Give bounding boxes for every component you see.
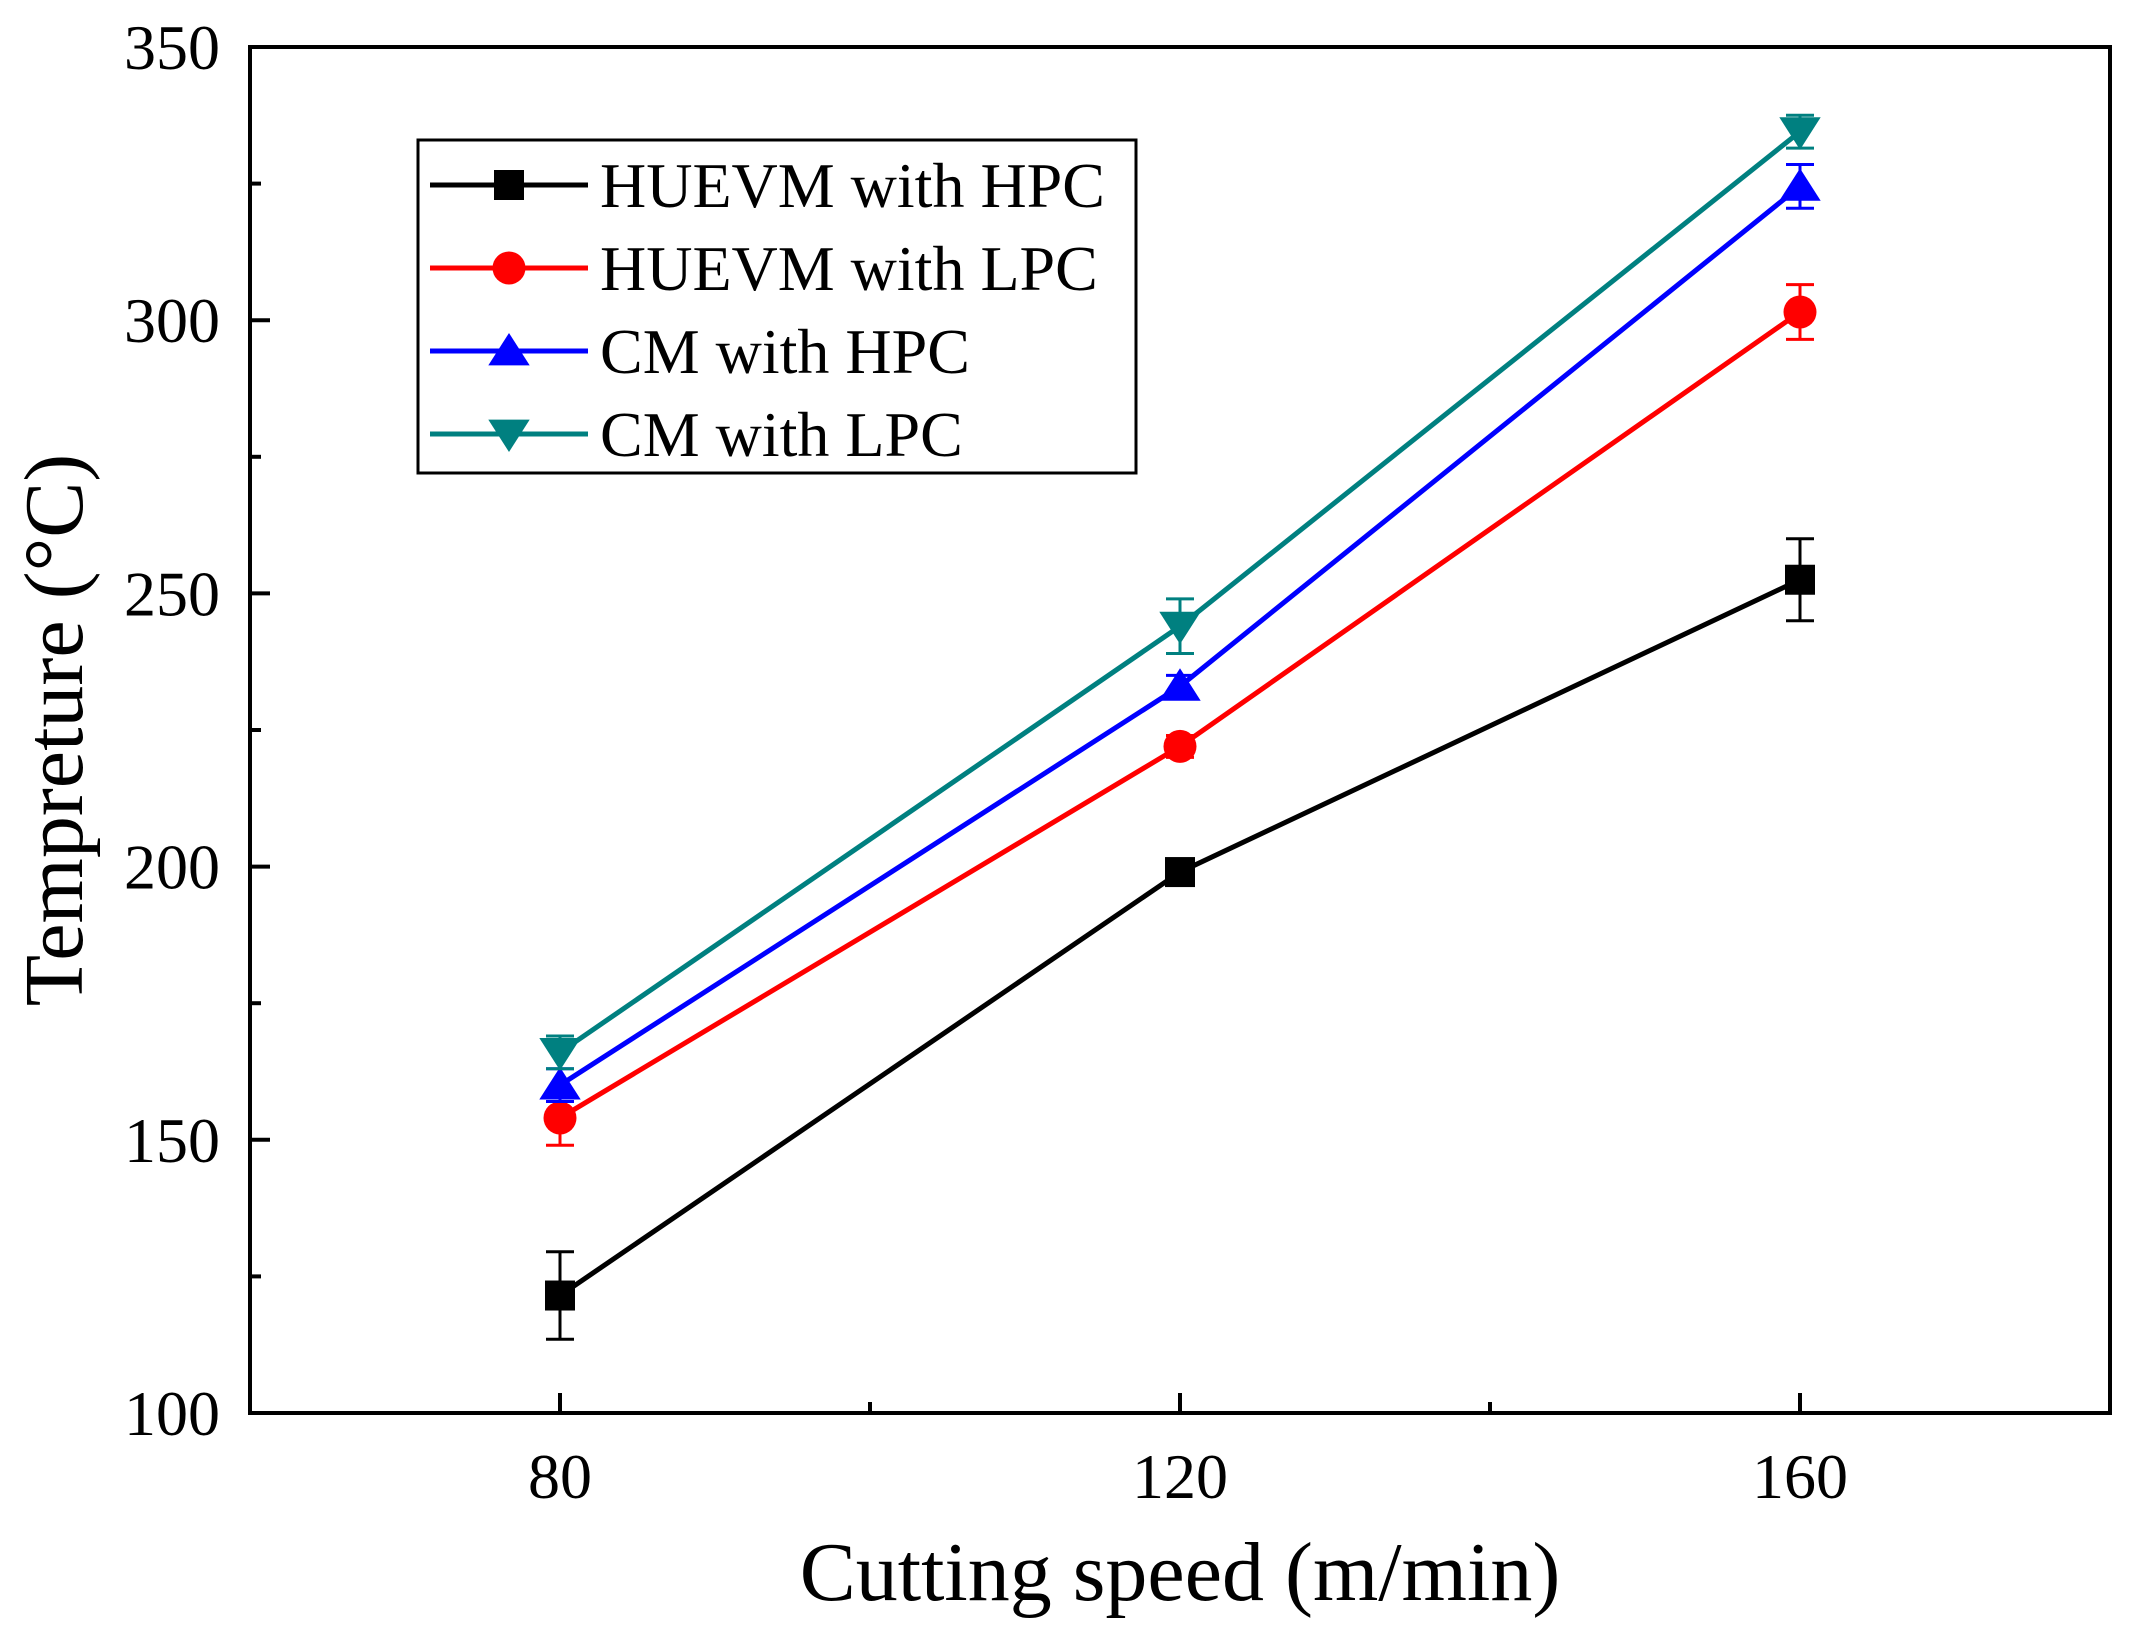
data-point [539, 1037, 581, 1071]
legend-item: CM with LPC [430, 399, 963, 470]
y-tick-label: 150 [124, 1105, 220, 1176]
legend: HUEVM with HPC HUEVM with LPC CM with HPC C… [416, 138, 1138, 475]
data-point [1163, 729, 1197, 763]
data-point [1165, 857, 1195, 888]
x-tick-label: 120 [1132, 1441, 1228, 1512]
axis-layer: 80 120 160 100 150 200 250 300 350 [124, 12, 1848, 1512]
legend-swatch-marker [488, 419, 530, 452]
legend-swatch-marker [488, 333, 530, 366]
legend-item: HUEVM with LPC [430, 233, 1098, 304]
legend-swatch-marker [492, 251, 526, 285]
x-tick-label: 160 [1752, 1441, 1848, 1512]
data-point [543, 1101, 577, 1135]
data-point [539, 1067, 581, 1100]
series-3 [539, 162, 1821, 1104]
legend-label: CM with HPC [600, 316, 970, 387]
y-tick-label: 100 [124, 1378, 220, 1449]
x-tick-label: 80 [528, 1441, 592, 1512]
legend-label: HUEVM with LPC [600, 233, 1098, 304]
legend-swatch-marker [494, 170, 524, 200]
x-axis-title: Cutting speed (m/min) [800, 1526, 1561, 1619]
y-tick-label: 350 [124, 12, 220, 83]
series-4 [539, 113, 1821, 1071]
y-axis-title: Tempreture (°C) [8, 454, 101, 1006]
series-2 [543, 283, 1817, 1147]
y-tick-label: 250 [124, 558, 220, 629]
data-point [1783, 295, 1817, 329]
legend-box [416, 138, 1138, 475]
data-point [1779, 117, 1821, 150]
legend-item: CM with HPC [430, 316, 970, 387]
data-point [1779, 168, 1821, 201]
legend-label: HUEVM with HPC [600, 150, 1105, 221]
y-tick-label: 200 [124, 832, 220, 903]
series-1 [545, 537, 1815, 1341]
data-point [1785, 564, 1815, 595]
legend-item: HUEVM with HPC [430, 150, 1105, 221]
data-point [1159, 611, 1201, 645]
y-tick-label: 300 [124, 285, 220, 356]
series-layer [539, 113, 1821, 1341]
legend-label: CM with LPC [600, 399, 963, 470]
data-point [545, 1280, 575, 1311]
data-point [1159, 668, 1201, 701]
